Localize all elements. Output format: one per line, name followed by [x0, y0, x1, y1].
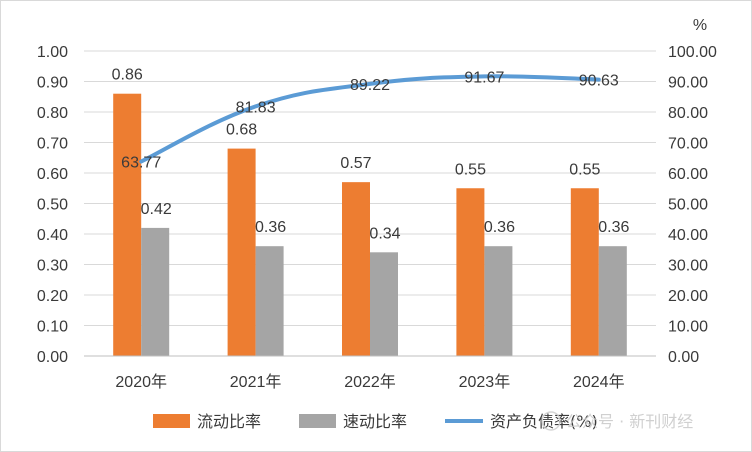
data-labels: 0.86 0.68 0.57 0.55 0.55 0.42 0.36 0.34 0.36 0.36…	[112, 67, 630, 243]
y-right-tick-label: 0.00	[668, 349, 699, 366]
x-tick-label: 2022年	[344, 373, 396, 391]
x-tick-label: 2020年	[115, 373, 167, 391]
bar	[141, 227, 170, 356]
watermark-text: 公众号 · 新刊财经	[566, 412, 693, 431]
y-right-tick-label: 10.00	[668, 319, 708, 336]
bar	[113, 93, 142, 356]
bar-value-label: 0.57	[340, 155, 371, 172]
y-left-tick-label: 0.20	[37, 288, 68, 305]
line-value-label: 81.83	[236, 99, 276, 116]
legend: 流动比率 速动比率 资产负债率(%)	[153, 412, 598, 431]
bar-value-label: 0.36	[484, 219, 515, 236]
bar	[570, 188, 599, 356]
y-right-tick-label: 60.00	[668, 166, 708, 183]
line-value-label: 89.22	[350, 77, 390, 94]
bar	[484, 246, 513, 356]
y-left-tick-label: 0.80	[37, 105, 68, 122]
grid-lines	[84, 50, 656, 326]
line-value-label: 63.77	[121, 155, 161, 172]
y-left-tick-label: 1.00	[37, 44, 68, 61]
y-right-tick-label: 90.00	[668, 75, 708, 92]
y-right-tick-label: 50.00	[668, 197, 708, 214]
y-left-tick-label: 0.90	[37, 75, 68, 92]
bars	[113, 93, 627, 356]
bar-value-label: 0.55	[569, 161, 600, 178]
debt-ratio-line	[139, 74, 601, 164]
bar-value-label: 0.36	[255, 219, 286, 236]
y-left-tick-label: 0.30	[37, 258, 68, 275]
y-right-tick-label: 30.00	[668, 258, 708, 275]
bar	[342, 182, 370, 356]
y-right-tick-label: 40.00	[668, 227, 708, 244]
legend-swatch-quick-ratio	[299, 414, 336, 428]
bar-value-label: 0.55	[455, 161, 486, 178]
legend-swatch-current-ratio	[153, 414, 190, 428]
y-right-tick-label: 80.00	[668, 105, 708, 122]
y-left-tick-label: 0.10	[37, 319, 68, 336]
y-left-tick-label: 0.60	[37, 166, 68, 183]
bar	[255, 246, 284, 356]
x-tick-label: 2024年	[573, 373, 625, 391]
y-right-tick-label: 20.00	[668, 288, 708, 305]
legend-label-quick-ratio: 速动比率	[343, 412, 407, 431]
watermark-group: 公众号 · 新刊财经	[541, 411, 693, 431]
watermark-logo-icon	[541, 411, 561, 431]
legend-label-debt-ratio: 资产负债率(%)	[490, 412, 598, 431]
y-right-tick-label: 100.00	[668, 44, 717, 61]
y-right-unit-label: %	[693, 17, 707, 34]
bar-value-label: 0.34	[369, 225, 400, 242]
y-left-tick-label: 0.50	[37, 197, 68, 214]
bar	[227, 148, 256, 356]
y-left-tick-label: 0.00	[37, 349, 68, 366]
legend-label-current-ratio: 流动比率	[197, 412, 261, 431]
y-left-tick-label: 0.70	[37, 136, 68, 153]
bar	[456, 188, 485, 356]
bar-value-label: 0.86	[112, 67, 143, 84]
x-tick-label: 2023年	[459, 373, 511, 391]
watermark: 公众号 · 新刊财经	[541, 411, 693, 431]
bar	[598, 246, 627, 356]
axes: 0.00 0.00 0.10 10.00 0.20 20.00 0.30 30.00 0.40 4…	[37, 17, 717, 391]
line-value-label: 91.67	[464, 69, 504, 86]
bar	[370, 252, 398, 356]
bar-value-label: 0.36	[598, 219, 629, 236]
x-tick-label: 2021年	[230, 373, 282, 391]
y-right-tick-label: 70.00	[668, 136, 708, 153]
bar-value-label: 0.68	[226, 122, 257, 139]
line-value-label: 90.63	[579, 73, 619, 90]
bar-value-label: 0.42	[141, 201, 172, 218]
y-left-tick-label: 0.40	[37, 227, 68, 244]
line-series	[139, 74, 601, 164]
